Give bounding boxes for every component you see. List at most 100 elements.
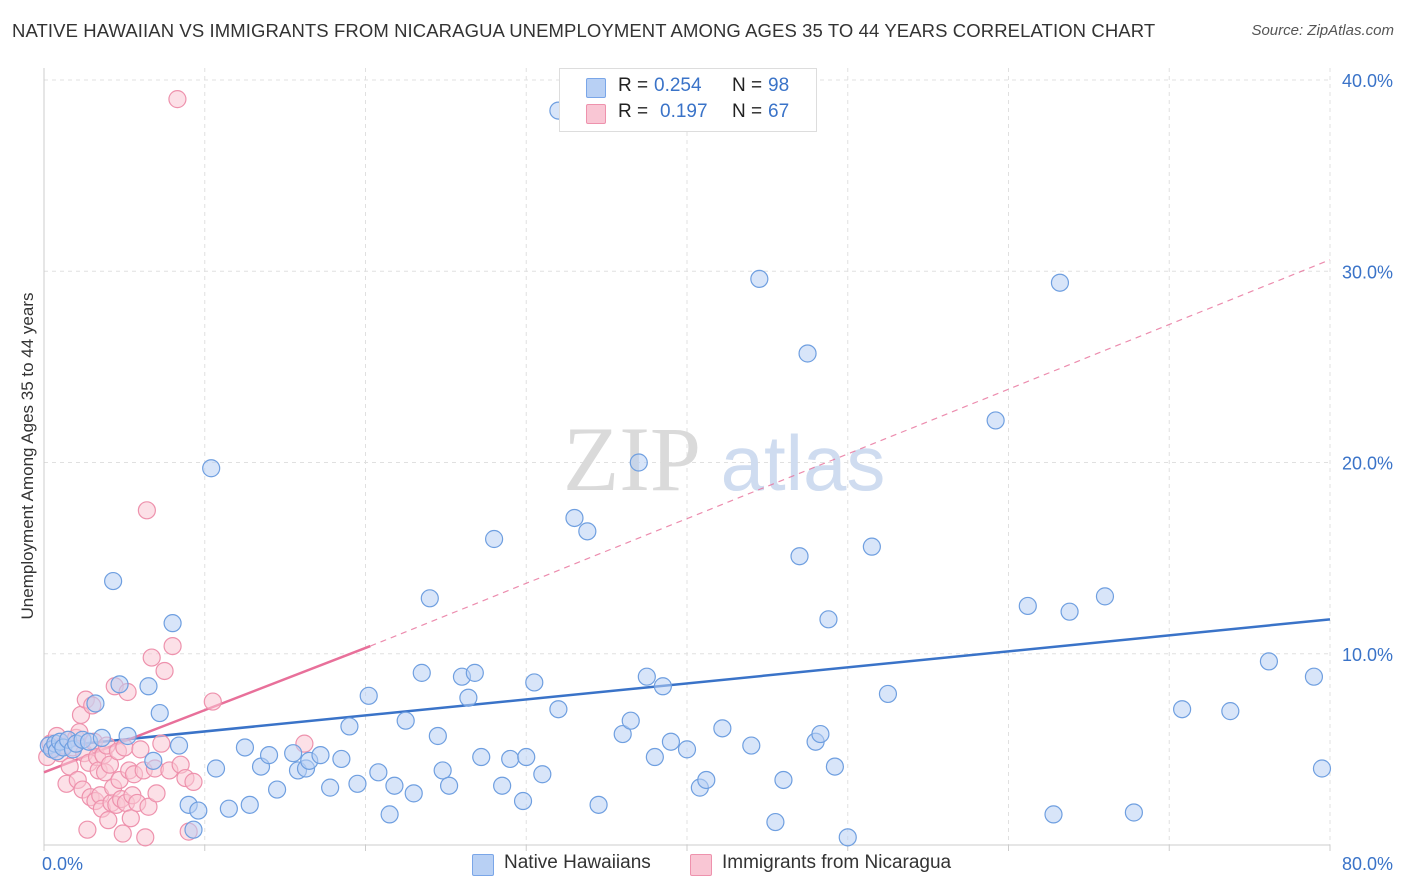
data-point-native-hawaiians [206, 759, 226, 778]
data-point-native-hawaiians [713, 719, 732, 738]
data-point-native-hawaiians [420, 589, 439, 608]
data-point-native-hawaiians [359, 686, 378, 705]
data-point-native-hawaiians [472, 747, 491, 767]
data-point-native-hawaiians [219, 799, 238, 818]
legend-n-label: N = [732, 101, 763, 122]
data-point-native-hawaiians [459, 688, 478, 707]
data-point-immigrants-from-nicaragua [142, 648, 161, 667]
data-point-native-hawaiians [202, 459, 221, 478]
data-point-native-hawaiians [578, 522, 597, 541]
data-point-native-hawaiians [144, 751, 163, 770]
data-point-native-hawaiians [1312, 759, 1332, 778]
data-point-native-hawaiians [380, 805, 399, 824]
y-tick-label: 20.0% [1342, 454, 1393, 474]
data-point-native-hawaiians [163, 614, 182, 633]
data-point-native-hawaiians [549, 700, 568, 719]
x-tick-label: 0.0% [42, 854, 83, 874]
data-point-native-hawaiians [189, 801, 208, 820]
data-point-native-hawaiians [428, 726, 447, 746]
data-point-native-hawaiians [517, 747, 536, 767]
data-point-native-hawaiians [862, 537, 881, 556]
data-point-immigrants-from-nicaragua [184, 772, 203, 791]
bottom-legend-label: Immigrants from Nicaragua [722, 852, 952, 873]
x-tick-label: 80.0% [1342, 854, 1393, 874]
data-point-native-hawaiians [1060, 602, 1079, 621]
legend-r-label: R = [618, 101, 649, 122]
data-point-native-hawaiians [311, 746, 330, 765]
data-point-native-hawaiians [589, 795, 608, 814]
data-point-native-hawaiians [1050, 273, 1070, 292]
legend-n-value: 67 [768, 101, 790, 122]
data-point-native-hawaiians [348, 774, 367, 793]
data-point-native-hawaiians [485, 529, 504, 549]
chart-title: NATIVE HAWAIIAN VS IMMIGRANTS FROM NICAR… [12, 20, 1156, 41]
data-point-native-hawaiians [118, 726, 137, 746]
y-tick-label: 30.0% [1342, 262, 1393, 282]
data-point-native-hawaiians [404, 784, 423, 803]
data-point-native-hawaiians [525, 673, 544, 692]
data-point-immigrants-from-nicaragua [78, 820, 97, 839]
data-point-native-hawaiians [653, 677, 672, 696]
data-point-native-hawaiians [110, 675, 129, 694]
data-point-native-hawaiians [86, 694, 105, 713]
data-point-immigrants-from-nicaragua [152, 734, 171, 753]
data-point-native-hawaiians [1173, 700, 1192, 719]
bottom-legend-swatch-blue [472, 854, 494, 876]
series-native-hawaiians [39, 101, 1332, 847]
data-point-native-hawaiians [150, 703, 169, 723]
source-credit: Source: ZipAtlas.com [1251, 22, 1394, 39]
data-point-immigrants-from-nicaragua [168, 90, 187, 109]
data-point-native-hawaiians [1259, 652, 1279, 671]
data-point-native-hawaiians [169, 736, 189, 755]
data-point-native-hawaiians [267, 780, 287, 799]
data-point-immigrants-from-nicaragua [136, 828, 155, 847]
legend-r-label: R = [618, 75, 649, 96]
data-point-immigrants-from-nicaragua [100, 755, 120, 774]
data-point-native-hawaiians [825, 757, 844, 776]
legend-swatch-blue [586, 78, 606, 98]
tick-layer: 10.0% 20.0% 30.0% 40.0% 0.0% 80.0% [42, 71, 1393, 874]
legend-swatch-pink [586, 104, 606, 124]
data-point-native-hawaiians [774, 770, 793, 790]
data-point-native-hawaiians [819, 610, 838, 629]
data-point-native-hawaiians [750, 269, 769, 288]
data-point-native-hawaiians [1221, 702, 1240, 721]
data-point-native-hawaiians [465, 663, 484, 682]
legend-r-value: 0.197 [660, 101, 708, 122]
data-point-native-hawaiians [396, 711, 415, 730]
legend-box: R = 0.254 N = 98 R = 0.197 N = 67 [559, 68, 817, 132]
data-point-native-hawaiians [92, 728, 111, 748]
watermark-atlas: atlas [721, 419, 886, 507]
data-point-native-hawaiians [1124, 803, 1143, 822]
data-point-immigrants-from-nicaragua [60, 757, 79, 776]
data-point-immigrants-from-nicaragua [139, 797, 158, 816]
trend-line-native-hawaiians [43, 618, 1331, 749]
data-point-native-hawaiians [742, 736, 761, 755]
y-tick-label: 40.0% [1342, 71, 1393, 91]
data-point-native-hawaiians [790, 547, 809, 566]
data-point-native-hawaiians [493, 776, 512, 795]
data-point-immigrants-from-nicaragua [147, 784, 166, 803]
data-point-native-hawaiians [1018, 596, 1037, 616]
data-point-native-hawaiians [878, 684, 898, 704]
data-point-native-hawaiians [986, 411, 1005, 430]
y-axis-label: Unemployment Among Ages 35 to 44 years [18, 292, 37, 620]
data-point-immigrants-from-nicaragua [137, 501, 156, 520]
data-point-native-hawaiians [565, 508, 584, 528]
bottom-legend-swatch-pink [690, 854, 712, 876]
data-point-native-hawaiians [412, 663, 431, 682]
data-point-native-hawaiians [645, 747, 664, 767]
bottom-legend-label: Native Hawaiians [504, 852, 651, 873]
data-point-immigrants-from-nicaragua [131, 740, 150, 759]
data-point-native-hawaiians [321, 778, 340, 797]
data-point-native-hawaiians [637, 667, 656, 686]
data-point-immigrants-from-nicaragua [121, 809, 140, 828]
watermark: ZIP atlas [563, 408, 885, 510]
data-point-native-hawaiians [139, 677, 158, 696]
data-point-native-hawaiians [1044, 805, 1063, 824]
data-point-native-hawaiians [513, 791, 533, 811]
data-point-native-hawaiians [677, 740, 697, 759]
data-point-native-hawaiians [811, 724, 830, 744]
legend-n-value: 98 [768, 75, 790, 96]
